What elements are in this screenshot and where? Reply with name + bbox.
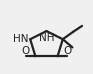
Text: O: O bbox=[22, 46, 30, 56]
Text: O: O bbox=[63, 46, 71, 56]
Text: NH: NH bbox=[39, 33, 54, 43]
Text: HN: HN bbox=[13, 34, 29, 44]
